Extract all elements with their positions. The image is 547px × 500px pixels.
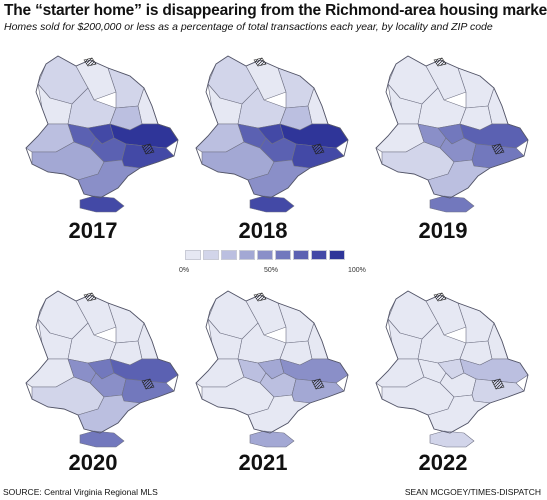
- zip-region: [79, 430, 125, 448]
- zip-region: [79, 195, 125, 213]
- zip-region: [249, 195, 295, 213]
- credit-line: SEAN MCGOEY/TIMES-DISPATCH: [404, 487, 541, 497]
- hatched-area: [311, 378, 325, 390]
- legend-swatch: [239, 250, 255, 260]
- map-panel-5: [188, 283, 358, 448]
- hatched-area: [433, 57, 447, 67]
- legend-swatch: [293, 250, 309, 260]
- hatched-area: [491, 143, 505, 155]
- map-svg: [195, 290, 349, 448]
- hatched-area: [491, 378, 505, 390]
- year-label-4: 2020: [68, 450, 118, 475]
- map-outline: [25, 55, 179, 199]
- legend-mid-label: 50%: [264, 267, 279, 274]
- page-subtitle: Homes sold for $200,000 or less as a per…: [4, 21, 493, 33]
- hatched-area: [253, 57, 267, 67]
- map-panel-4: [18, 283, 188, 448]
- legend-swatch: [221, 250, 237, 260]
- legend-swatch: [203, 250, 219, 260]
- hatched-area: [311, 143, 325, 155]
- year-label-1: 2017: [68, 218, 118, 243]
- legend-min-label: 0%: [179, 267, 190, 274]
- page-title: The “starter home” is disappearing from …: [4, 2, 547, 19]
- source-note: SOURCE: Central Virginia Regional MLS: [3, 487, 158, 497]
- year-label-5: 2021: [238, 450, 288, 475]
- legend-swatch: [311, 250, 327, 260]
- hatched-area: [141, 143, 155, 155]
- legend-swatches: [185, 250, 370, 260]
- map-outline: [375, 55, 529, 199]
- year-label-3: 2019: [418, 218, 468, 243]
- map-outline: [375, 290, 529, 434]
- map-svg: [375, 55, 529, 213]
- map-outline: [25, 290, 179, 434]
- color-legend: 0% 50% 100%: [179, 250, 370, 280]
- hatched-area: [433, 292, 447, 302]
- legend-max-label: 100%: [348, 267, 366, 274]
- map-panel-1: [18, 48, 188, 213]
- map-svg: [195, 55, 349, 213]
- map-panel-3: [368, 48, 538, 213]
- legend-swatch: [329, 250, 345, 260]
- year-label-2: 2018: [238, 218, 288, 243]
- legend-swatch: [257, 250, 273, 260]
- year-label-6: 2022: [418, 450, 468, 475]
- map-outline: [195, 55, 349, 199]
- zip-region: [429, 430, 475, 448]
- hatched-area: [83, 57, 97, 67]
- map-svg: [375, 290, 529, 448]
- hatched-area: [253, 292, 267, 302]
- map-panel-2: [188, 48, 358, 213]
- hatched-area: [83, 292, 97, 302]
- hatched-area: [141, 378, 155, 390]
- legend-swatch: [185, 250, 201, 260]
- map-svg: [25, 290, 179, 448]
- map-svg: [25, 55, 179, 213]
- legend-swatch: [275, 250, 291, 260]
- map-outline: [195, 290, 349, 434]
- zip-region: [429, 195, 475, 213]
- zip-region: [249, 430, 295, 448]
- map-panel-6: [368, 283, 538, 448]
